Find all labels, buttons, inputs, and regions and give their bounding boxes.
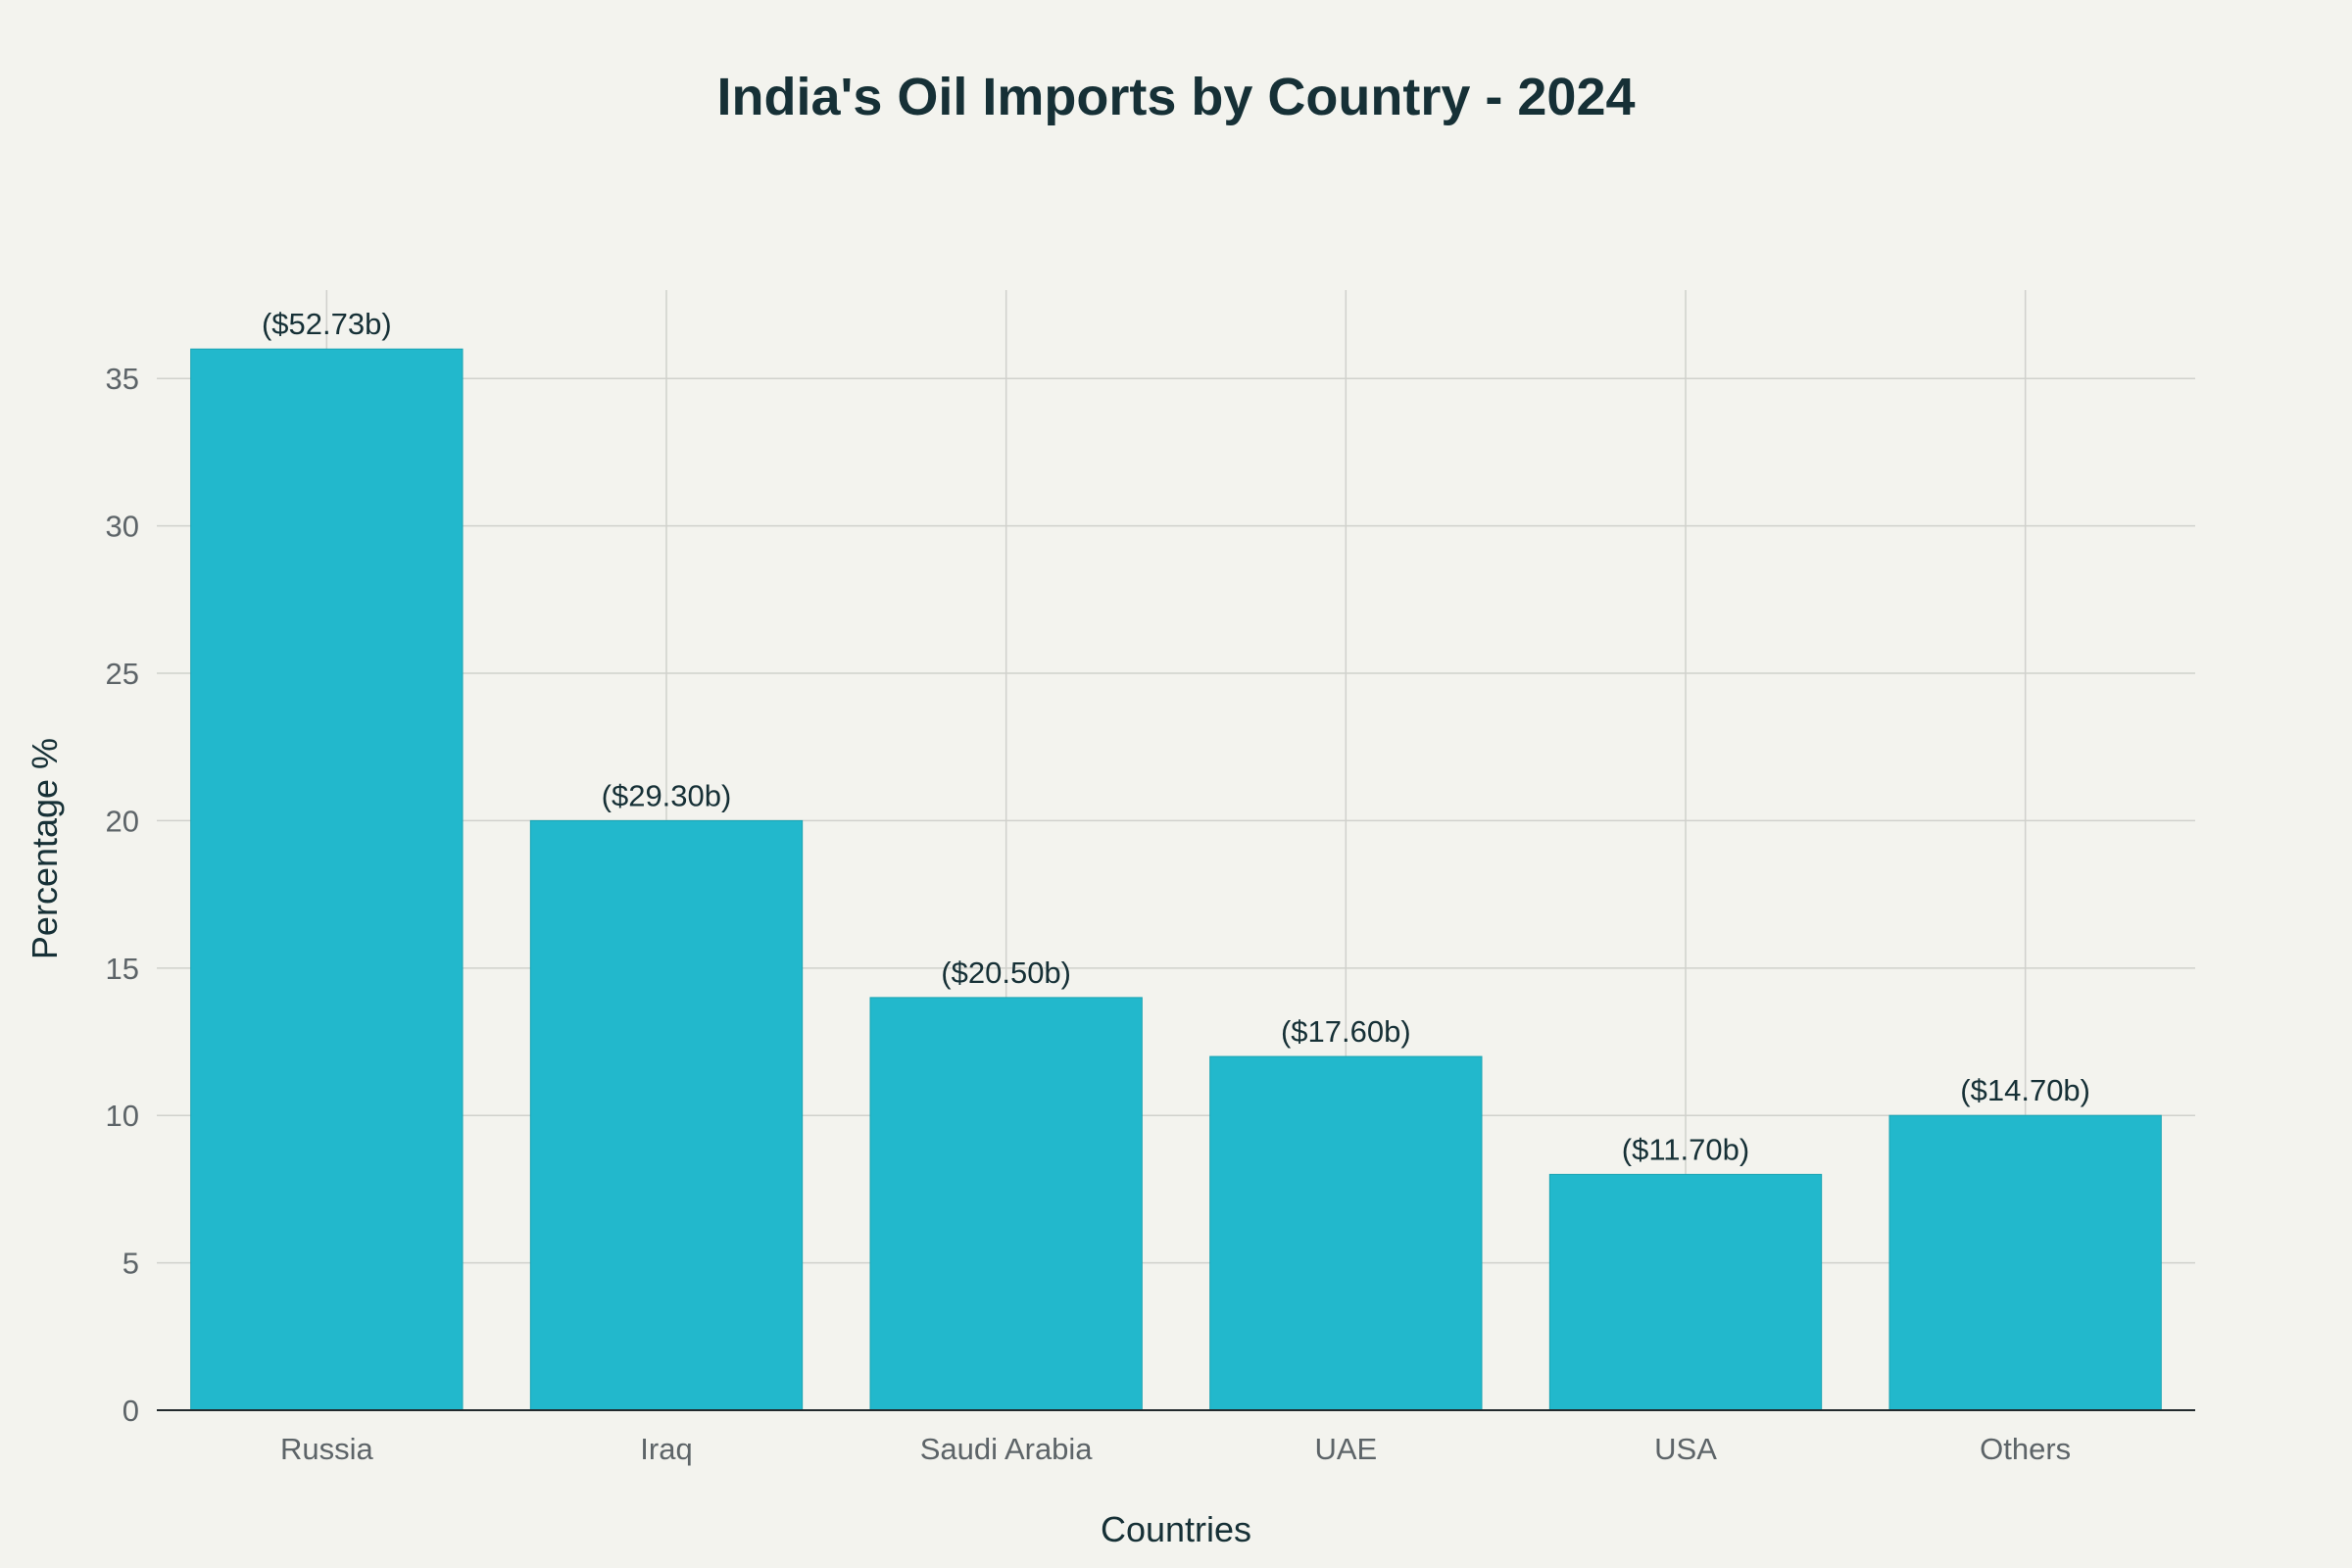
bar-uae[interactable]	[1209, 1055, 1483, 1411]
bar-iraq[interactable]	[529, 819, 804, 1411]
y-tick-label: 35	[106, 362, 139, 396]
bars	[190, 348, 2162, 1411]
bar-others[interactable]	[1888, 1114, 2162, 1411]
data-label: ($14.70b)	[1960, 1073, 2090, 1107]
bar-saudi-arabia[interactable]	[869, 997, 1143, 1411]
x-tick-label: Iraq	[640, 1432, 692, 1466]
data-labels: ($52.73b) ($29.30b) ($20.50b) ($17.60b) ($11…	[262, 307, 2090, 1166]
x-axis-title: Countries	[1101, 1509, 1251, 1549]
data-label: ($29.30b)	[602, 778, 732, 812]
bar-usa[interactable]	[1548, 1173, 1823, 1411]
y-tick-label: 0	[122, 1394, 139, 1428]
bar-russia[interactable]	[190, 348, 464, 1411]
data-label: ($11.70b)	[1622, 1132, 1749, 1166]
x-tick-label: Saudi Arabia	[920, 1432, 1094, 1466]
data-label: ($20.50b)	[941, 956, 1071, 990]
x-tick-label: Russia	[280, 1432, 374, 1466]
y-axis-ticks: 0 5 10 15 20 25 30 35	[106, 362, 139, 1428]
data-label: ($52.73b)	[262, 307, 392, 341]
y-axis-title: Percentage %	[24, 738, 65, 959]
y-tick-label: 25	[106, 657, 139, 691]
x-tick-label: Others	[1980, 1432, 2071, 1466]
y-tick-label: 5	[122, 1247, 139, 1281]
y-tick-label: 10	[106, 1099, 139, 1133]
y-tick-label: 30	[106, 510, 139, 544]
y-tick-label: 20	[106, 804, 139, 838]
data-label: ($17.60b)	[1281, 1014, 1411, 1049]
y-tick-label: 15	[106, 952, 139, 986]
x-axis-ticks: Russia Iraq Saudi Arabia UAE USA Others	[280, 1432, 2071, 1466]
x-tick-label: UAE	[1314, 1432, 1377, 1466]
chart-title: India's Oil Imports by Country - 2024	[716, 68, 1635, 126]
x-tick-label: USA	[1654, 1432, 1717, 1466]
